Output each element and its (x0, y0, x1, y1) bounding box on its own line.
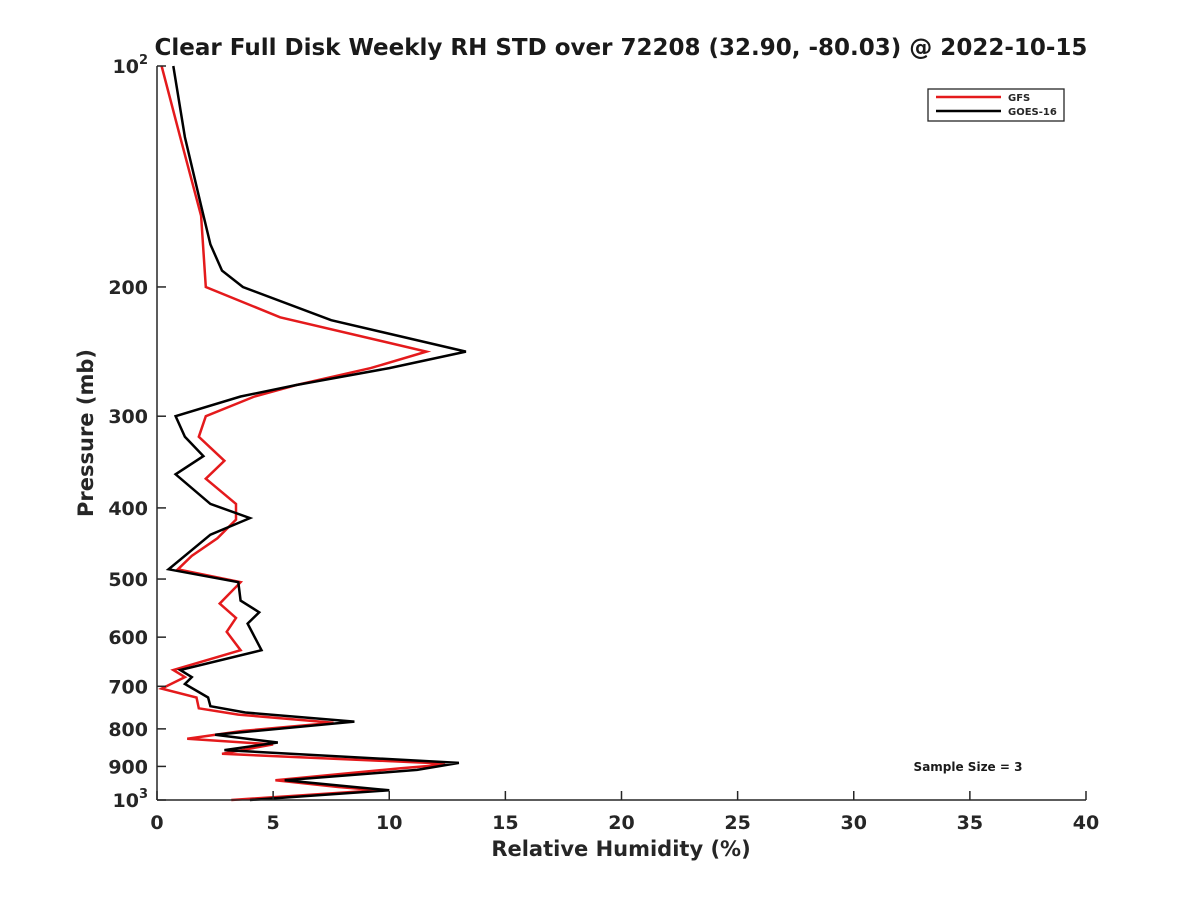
x-tick-label: 5 (267, 812, 280, 834)
y-tick-label: 200 (108, 277, 148, 299)
legend-label-gfs: GFS (1008, 93, 1030, 104)
x-tick-label: 0 (150, 812, 163, 834)
plot-background (157, 66, 1086, 800)
y-tick-label-base: 10 (113, 790, 139, 812)
y-tick-label: 300 (108, 406, 148, 428)
y-tick-label-base: 10 (113, 56, 139, 78)
y-tick-label-exponent: 3 (139, 787, 148, 802)
x-axis-label: Relative Humidity (%) (491, 837, 750, 861)
x-tick-label: 30 (841, 812, 867, 834)
y-tick-label: 103 (113, 787, 149, 812)
y-tick-label: 700 (108, 676, 148, 698)
series-line-goes16 (165, 65, 467, 802)
y-tick-label: 800 (108, 719, 148, 741)
y-tick-label: 400 (108, 498, 148, 520)
x-tick-label: 40 (1073, 812, 1099, 834)
y-tick-label: 900 (108, 756, 148, 778)
x-tick-label: 20 (608, 812, 634, 834)
legend-box (927, 88, 1065, 122)
y-tick-label-exponent: 2 (139, 53, 148, 68)
legend-label-goes16: GOES-16 (1008, 107, 1057, 118)
x-ticks: 0 5 10 15 20 25 30 35 40 (150, 791, 1099, 834)
x-tick-label: 15 (492, 812, 518, 834)
x-tick-label: 25 (724, 812, 750, 834)
y-axis-label: Pressure (mb) (74, 349, 98, 517)
series-layer (158, 65, 467, 802)
chart-title: Clear Full Disk Weekly RH STD over 72208… (155, 35, 1088, 61)
y-tick-label: 600 (108, 627, 148, 649)
x-tick-label: 10 (376, 812, 402, 834)
x-tick-label: 35 (957, 812, 983, 834)
sample-size-annotation: Sample Size = 3 (914, 760, 1023, 774)
legend: GFS GOES-16 (927, 88, 1065, 122)
y-tick-label: 102 (113, 53, 149, 78)
y-tick-label: 500 (108, 569, 148, 591)
